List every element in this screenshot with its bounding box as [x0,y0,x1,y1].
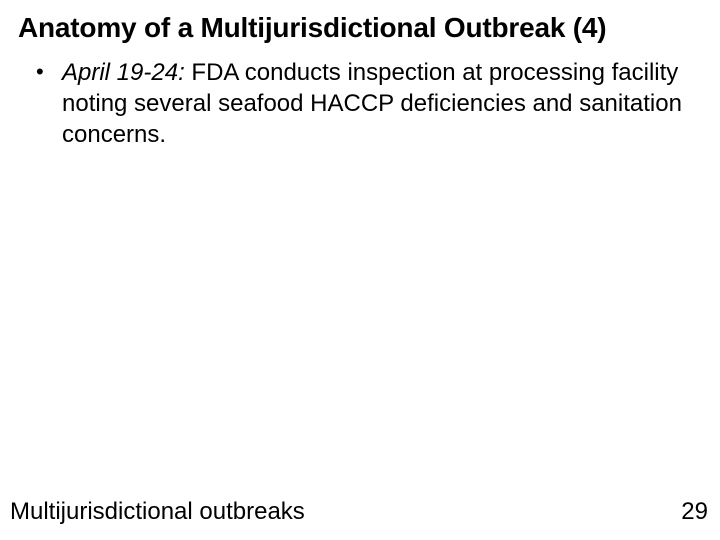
bullet-list: April 19-24: FDA conducts inspection at … [18,58,702,150]
bullet-item: April 19-24: FDA conducts inspection at … [48,58,702,150]
page-number: 29 [681,498,710,526]
slide-title: Anatomy of a Multijurisdictional Outbrea… [18,12,702,44]
slide-footer: Multijurisdictional outbreaks 29 [0,498,720,526]
footer-section-label: Multijurisdictional outbreaks [10,498,305,526]
bullet-date: April 19-24: [62,59,185,86]
slide: Anatomy of a Multijurisdictional Outbrea… [0,0,720,540]
